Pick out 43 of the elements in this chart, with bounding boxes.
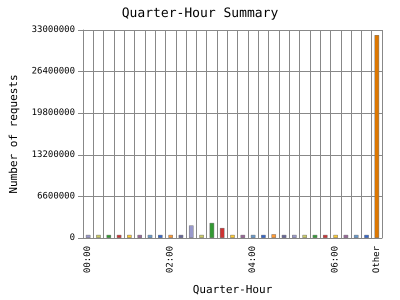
bar (312, 234, 318, 238)
y-axis-title: Number of requests (7, 74, 20, 194)
x-tick-label: 02:00 (166, 246, 176, 274)
y-tick-label: 19800000 (32, 108, 75, 118)
bar (302, 234, 307, 238)
x-axis-title: Quarter-Hour (192, 283, 273, 296)
chart-title: Quarter-Hour Summary (122, 6, 278, 21)
bar (210, 222, 214, 238)
y-tick-label: 0 (70, 233, 75, 243)
bar (127, 234, 132, 238)
bar (148, 234, 152, 238)
y-tick-label: 13200000 (32, 150, 75, 160)
bar (240, 234, 246, 238)
bar (344, 234, 348, 238)
bar (178, 234, 184, 238)
bar (250, 234, 256, 238)
x-tick-label: 04:00 (248, 246, 258, 274)
y-tick-label: 33000000 (32, 25, 75, 35)
x-tick-label: 06:00 (330, 246, 341, 274)
bar (322, 234, 328, 238)
bar (86, 234, 90, 238)
bar (271, 234, 276, 238)
bar (292, 234, 297, 238)
bar (116, 234, 122, 238)
bar (188, 225, 194, 238)
y-tick-label: 26400000 (32, 66, 75, 77)
bar (106, 234, 112, 238)
bar (333, 234, 338, 238)
y-tick-label: 6600000 (37, 191, 75, 202)
bar (96, 234, 101, 238)
bar (364, 234, 369, 238)
x-tick-label: 00:00 (83, 246, 94, 274)
bar (282, 234, 286, 238)
bar (220, 228, 225, 238)
bar (354, 234, 359, 238)
bar (137, 234, 142, 238)
bar (168, 234, 173, 238)
bar (261, 234, 266, 238)
x-tick-label: Other (372, 245, 382, 274)
bar (199, 234, 204, 238)
bar (230, 234, 235, 238)
bar (374, 35, 380, 238)
bar (158, 234, 163, 238)
